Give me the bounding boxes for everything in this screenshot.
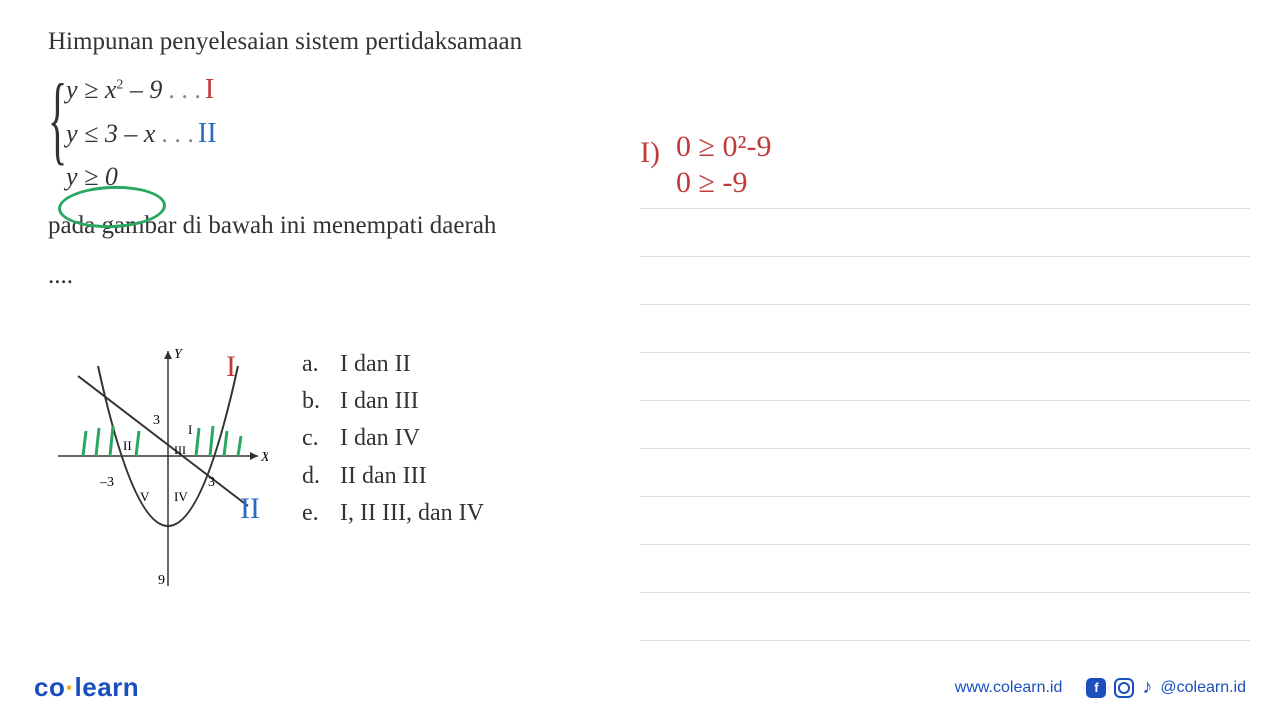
ruled-line [640,209,1250,257]
ruled-line [640,593,1250,641]
tick-y3: 3 [153,413,160,428]
tick-neg3: –3 [99,475,114,490]
tick-y9: 9 [158,573,165,588]
footer-right: www.colearn.id f ♪ @colearn.id [955,676,1246,699]
region-1: I [188,422,192,437]
answer-options: a.I dan II b.I dan III c.I dan IV d.II d… [302,346,484,532]
annotation-roman-1: I [205,74,214,106]
footer: co·learn www.colearn.id f ♪ @colearn.id [0,655,1280,720]
brace-left: { [48,74,67,164]
region-4: IV [174,489,188,504]
option-a[interactable]: a.I dan II [302,346,484,383]
region-3: III [174,443,186,457]
option-c[interactable]: c.I dan IV [302,420,484,457]
option-d[interactable]: d.II dan III [302,458,484,495]
region-5: V [140,489,150,504]
graph-and-options: X Y –3 3 3 9 I II III IV V [48,346,628,596]
ruled-line [640,449,1250,497]
worksheet-panel: I) 0 ≥ 0²-9 0 ≥ -9 [640,130,1250,641]
x-axis-label: X [260,450,268,465]
ellipsis: .... [48,256,628,296]
handwriting-line-2: 0 ≥ -9 [640,166,1250,200]
ruled-line [640,401,1250,449]
ruled-line [640,305,1250,353]
inequality-3: y ≥ 0 [66,162,628,192]
ruled-line [640,545,1250,593]
y-axis-label: Y [174,347,184,362]
ruled-line [640,353,1250,401]
tick-3: 3 [208,475,215,490]
option-b[interactable]: b.I dan III [302,383,484,420]
ruled-line: 0 ≥ -9 [640,166,1250,209]
instagram-icon[interactable] [1114,678,1134,698]
inequality-1: y ≥ x2 – 9. . . I [66,74,628,106]
region-2: II [123,438,132,453]
handwriting-line-1: 0 ≥ 0²-9 [640,130,1250,164]
social-handle: @colearn.id [1160,679,1246,697]
graph: X Y –3 3 3 9 I II III IV V [48,346,268,596]
graph-annotation-2: II [240,492,260,526]
ruled-line [640,497,1250,545]
question-panel: Himpunan penyelesaian sistem pertidaksam… [48,28,628,596]
inequality-2: y ≤ 3 – x . . . II [66,118,628,150]
graph-annotation-1: I [226,350,236,384]
question-title: Himpunan penyelesaian sistem pertidaksam… [48,28,628,56]
logo: co·learn [34,672,139,703]
ruled-line [640,257,1250,305]
inequality-system: { y ≥ x2 – 9. . . I y ≤ 3 – x . . . II y… [48,74,628,192]
annotation-roman-2: II [198,118,217,150]
tiktok-icon[interactable]: ♪ [1142,676,1152,699]
facebook-icon[interactable]: f [1086,678,1106,698]
social-icons: f ♪ @colearn.id [1086,676,1246,699]
footer-url[interactable]: www.colearn.id [955,679,1063,697]
option-e[interactable]: e.I, II III, dan IV [302,495,484,532]
handwriting-label: I) [640,136,660,170]
